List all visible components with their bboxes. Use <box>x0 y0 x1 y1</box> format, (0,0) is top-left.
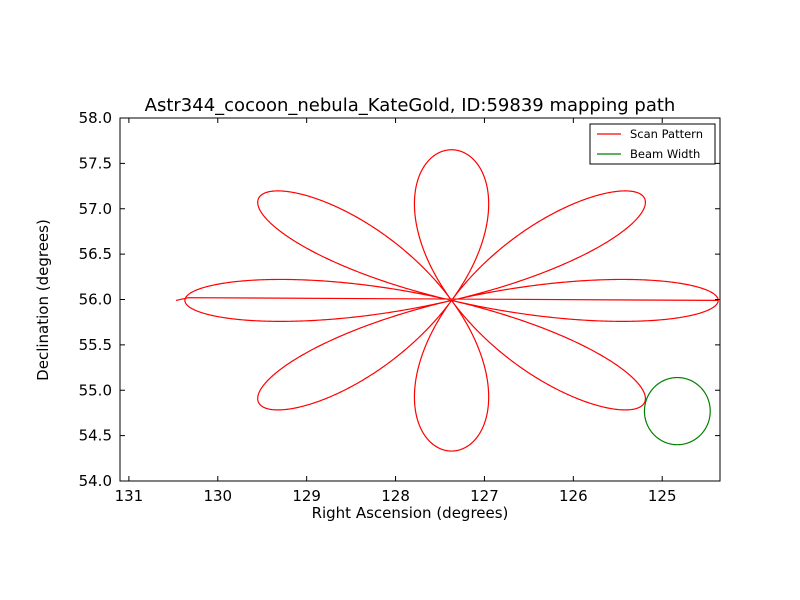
y-tick-label: 56.5 <box>79 245 112 263</box>
y-tick-label: 58.0 <box>79 109 112 127</box>
legend: Scan Pattern Beam Width <box>589 123 716 165</box>
x-tick-label: 131 <box>115 487 144 505</box>
legend-box <box>589 123 716 165</box>
y-tick-label: 55.0 <box>79 381 112 399</box>
x-tick-label: 129 <box>292 487 321 505</box>
series-scan-pattern <box>175 149 719 452</box>
y-axis-label: Declination (degrees) <box>34 219 52 381</box>
x-tick-label: 127 <box>470 487 499 505</box>
legend-label-beam-width: Beam Width <box>630 147 700 161</box>
x-tick-label: 128 <box>381 487 410 505</box>
x-axis-label: Right Ascension (degrees) <box>312 504 509 522</box>
y-tick-label: 56.0 <box>79 291 112 309</box>
chart-title: Astr344_cocoon_nebula_KateGold, ID:59839… <box>145 95 676 116</box>
x-tick-label: 126 <box>559 487 588 505</box>
y-tick-label: 57.5 <box>79 154 112 172</box>
series-beam-width <box>643 376 711 446</box>
y-tick-label: 54.0 <box>79 472 112 490</box>
y-tick-label: 57.0 <box>79 200 112 218</box>
x-tick-label: 130 <box>203 487 232 505</box>
legend-label-scan-pattern: Scan Pattern <box>630 127 703 141</box>
y-tick-label: 55.5 <box>79 336 112 354</box>
y-tick-label: 54.5 <box>79 427 112 445</box>
x-tick-label: 125 <box>648 487 677 505</box>
